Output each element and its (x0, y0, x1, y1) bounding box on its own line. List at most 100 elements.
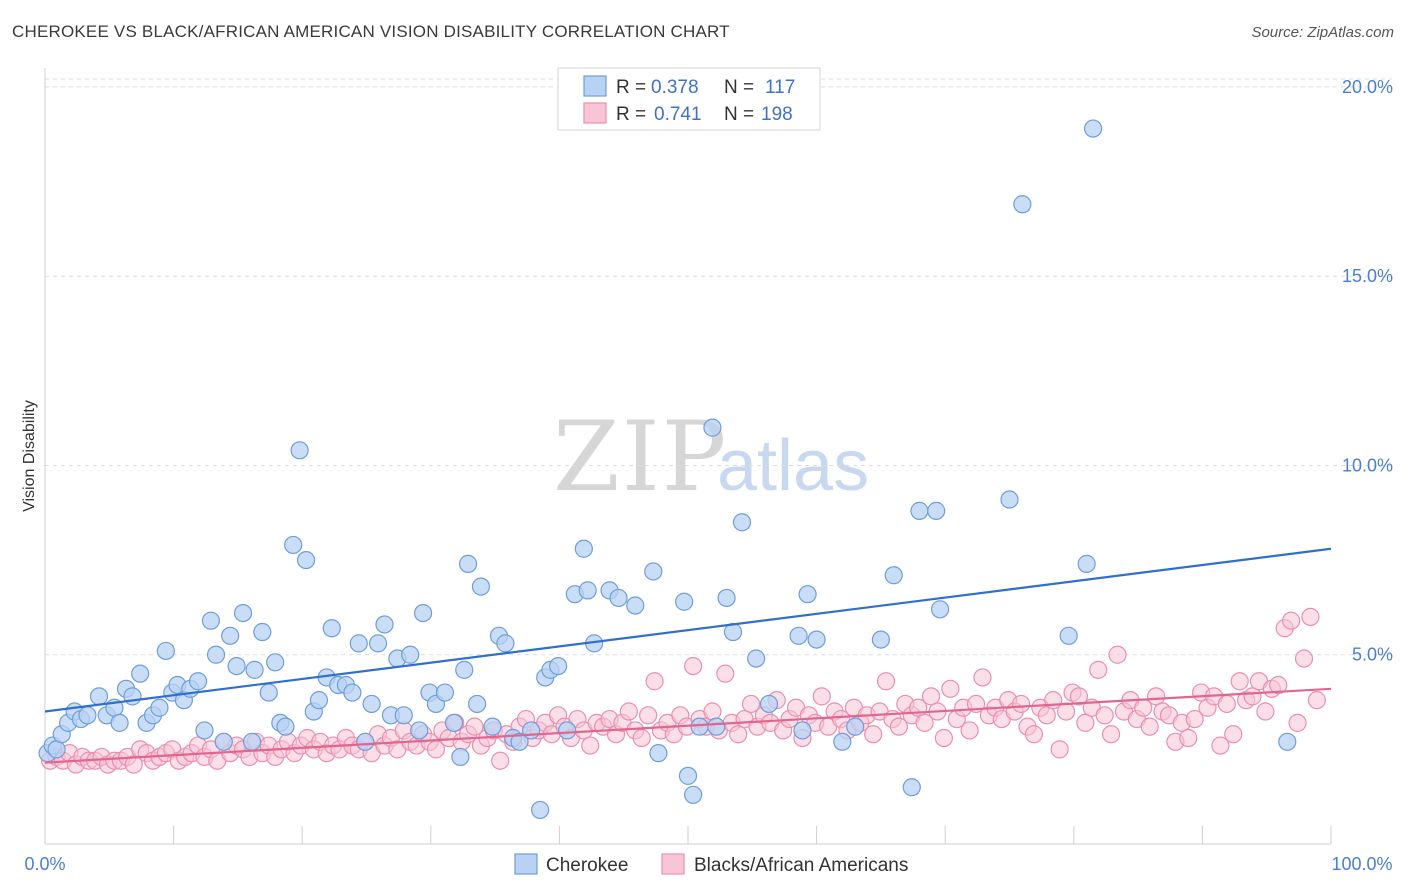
cherokee-point-26 (206, 645, 226, 664)
cherokee-point-101 (798, 585, 817, 604)
cherokee-point-84 (609, 588, 628, 608)
black-african-american-point-166 (1108, 645, 1127, 664)
black-african-american-point-196 (1301, 607, 1320, 626)
x-tick-label-max: 100.0% (1331, 854, 1392, 874)
cherokee-point-37 (276, 717, 295, 736)
legend-n-value-cherokee: 117 (765, 77, 795, 98)
legend-swatch-cherokee (583, 75, 607, 97)
legend-n-value-black: 198 (761, 104, 793, 125)
legend-r-value-cherokee: 0.378 (651, 77, 699, 98)
cherokee-point-113 (1059, 626, 1078, 645)
cherokee-point-85 (626, 596, 645, 615)
cherokee-point-56 (401, 645, 420, 664)
cherokee-point-74 (531, 800, 550, 820)
black-african-american-point-187 (1243, 687, 1262, 706)
black-african-american-point-103 (703, 702, 722, 721)
cherokee-point-30 (233, 603, 253, 623)
black-african-american-point-84 (581, 736, 600, 755)
cherokee-point-44 (322, 619, 341, 638)
black-african-american-point-191 (1269, 675, 1288, 695)
black-african-american-point-90 (619, 702, 638, 721)
cherokee-point-40 (296, 550, 316, 570)
cherokee-point-67 (471, 577, 491, 596)
black-african-american-point-130 (876, 672, 896, 691)
cherokee-point-29 (227, 656, 246, 676)
cherokee-point-32 (245, 660, 264, 679)
black-african-american-point-177 (1179, 728, 1198, 748)
cherokee-point-62 (444, 713, 464, 732)
cherokee-point-112 (1013, 195, 1032, 214)
cherokee-point-8 (89, 687, 109, 706)
cherokee-point-110 (930, 600, 950, 619)
cherokee-point-52 (375, 615, 394, 634)
cherokee-point-106 (884, 566, 903, 585)
black-african-american-point-93 (639, 706, 658, 725)
series-cherokee (38, 119, 1297, 820)
cherokee-point-2 (47, 740, 66, 759)
black-african-american-point-143 (960, 721, 979, 740)
y-tick-label-0: 5.0% (1352, 645, 1393, 665)
cherokee-point-51 (368, 634, 388, 653)
cherokee-point-89 (678, 766, 698, 785)
cherokee-point-13 (123, 687, 142, 706)
legend-n-label-cherokee: N = (724, 77, 754, 98)
cherokee-point-63 (451, 747, 470, 767)
cherokee-point-105 (871, 630, 891, 649)
trend-line-black-african-americans (44, 687, 1332, 764)
y-tick-label-3: 20.0% (1342, 77, 1393, 97)
black-african-american-point-171 (1140, 717, 1159, 736)
bottom-legend-swatch-cherokee (514, 853, 538, 875)
cherokee-point-17 (150, 698, 169, 717)
cherokee-point-103 (833, 732, 852, 751)
legend-n-label-black: N = (724, 104, 754, 125)
cherokee-point-99 (789, 626, 808, 645)
legend-swatch-black-african-americans (583, 102, 607, 124)
black-african-american-point-194 (1288, 713, 1307, 732)
cherokee-point-31 (242, 732, 262, 751)
black-african-american-point-153 (1024, 725, 1044, 744)
black-african-american-point-109 (741, 694, 761, 714)
black-african-american-point-157 (1050, 740, 1069, 759)
cherokee-point-42 (309, 691, 329, 710)
gridlines (45, 78, 1392, 656)
cherokee-point-50 (362, 694, 381, 714)
cherokee-point-39 (290, 441, 309, 460)
black-african-american-point-185 (1230, 672, 1249, 691)
cherokee-point-91 (690, 717, 709, 736)
black-african-american-point-178 (1185, 709, 1204, 729)
black-african-american-point-182 (1211, 736, 1230, 755)
cherokee-point-102 (807, 630, 826, 649)
black-african-american-point-66 (465, 717, 484, 736)
black-african-american-point-105 (716, 664, 735, 683)
x-tick-label-min: 0.0% (24, 854, 65, 874)
cherokee-point-25 (201, 611, 220, 630)
cherokee-point-100 (793, 721, 812, 740)
black-african-american-point-13 (124, 755, 143, 774)
cherokee-point-49 (356, 732, 375, 751)
black-african-american-point-158 (1056, 702, 1076, 721)
black-african-american-point-172 (1147, 687, 1166, 706)
cherokee-point-70 (496, 634, 515, 653)
cherokee-point-90 (684, 785, 703, 804)
black-african-american-point-120 (812, 687, 831, 706)
cherokee-point-47 (343, 683, 362, 702)
bottom-legend: Cherokee Blacks/African Americans (514, 853, 908, 876)
cherokee-point-48 (349, 634, 368, 653)
black-african-american-point-155 (1037, 706, 1056, 725)
cherokee-point-57 (410, 721, 429, 740)
cherokee-point-65 (458, 554, 478, 573)
cherokee-point-66 (467, 694, 487, 714)
cherokee-point-111 (1000, 490, 1019, 509)
watermark-atlas: atlas (717, 426, 869, 506)
black-african-american-point-184 (1224, 725, 1243, 744)
cherokee-point-14 (131, 664, 150, 683)
cherokee-point-94 (717, 588, 736, 608)
black-african-american-point-140 (941, 679, 960, 698)
cherokee-point-107 (902, 778, 921, 797)
cherokee-point-55 (394, 706, 413, 725)
y-tick-label-1: 10.0% (1342, 455, 1393, 475)
cherokee-point-97 (747, 649, 766, 668)
cherokee-point-73 (522, 721, 541, 740)
cherokee-point-116 (1278, 732, 1297, 751)
